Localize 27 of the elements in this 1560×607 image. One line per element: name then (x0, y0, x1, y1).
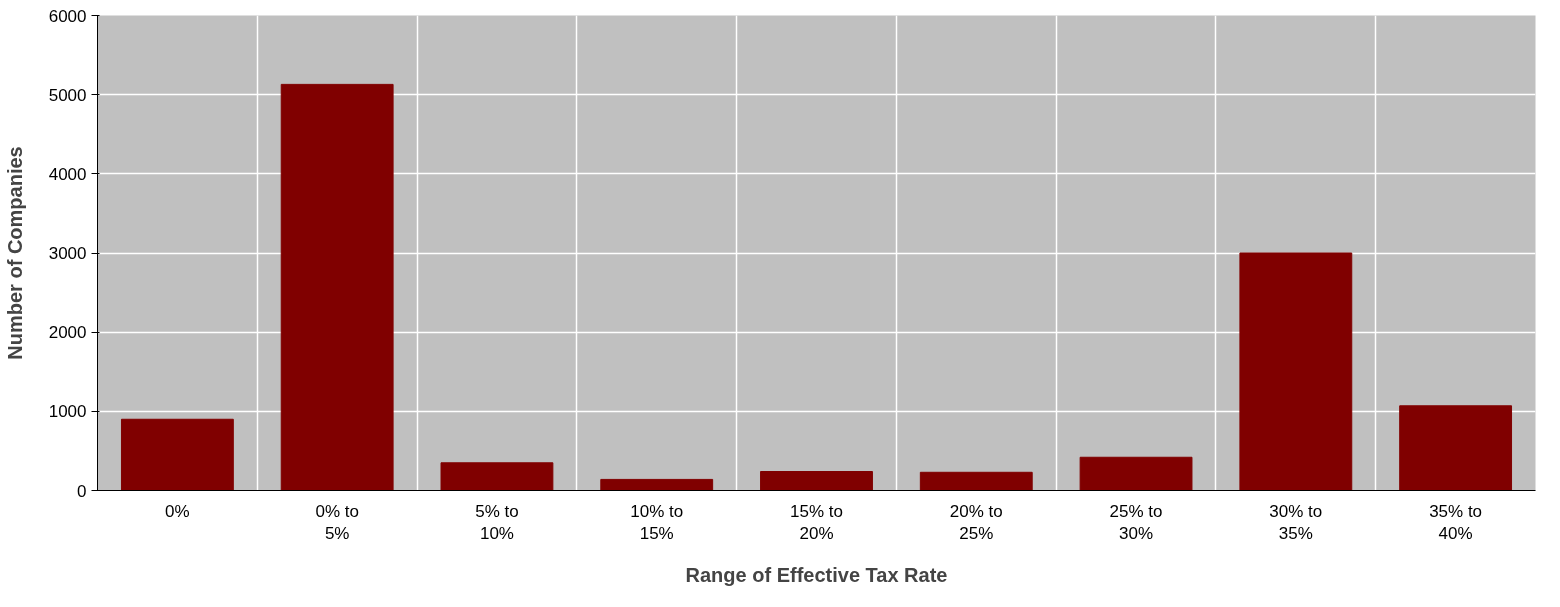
bar (1079, 456, 1193, 491)
bar (1239, 252, 1353, 491)
bar (1399, 405, 1513, 491)
x-tick-label: 5% to 10% (475, 501, 519, 544)
bar (760, 471, 873, 491)
x-tick-label: 15% to 20% (790, 501, 843, 544)
y-tick-label: 4000 (48, 164, 87, 184)
x-tick-label: 10% to 15% (630, 501, 684, 544)
y-tick-label: 2000 (48, 323, 87, 343)
bar (280, 83, 394, 491)
x-tick-label: 20% to 25% (949, 501, 1003, 544)
x-tick-label: 30% to 35% (1269, 501, 1323, 544)
y-tick-label: 5000 (48, 85, 87, 105)
y-tick-label: 6000 (48, 6, 87, 26)
x-tick-label: 35% to 40% (1429, 501, 1483, 544)
y-tick-label: 3000 (48, 244, 87, 263)
x-tick-label: 0% (165, 501, 190, 521)
x-axis-title: Range of Effective Tax Rate (685, 564, 948, 587)
y-tick-label: 1000 (48, 402, 87, 422)
x-tick-label: 0% to 5% (315, 501, 359, 544)
bar (120, 418, 234, 491)
bar (600, 478, 714, 491)
bar (919, 471, 1033, 491)
bar (440, 462, 554, 491)
x-tick-label: 25% to 30% (1109, 501, 1163, 544)
y-tick-label: 0 (77, 481, 87, 501)
y-axis-title: Number of Companies (3, 146, 26, 360)
